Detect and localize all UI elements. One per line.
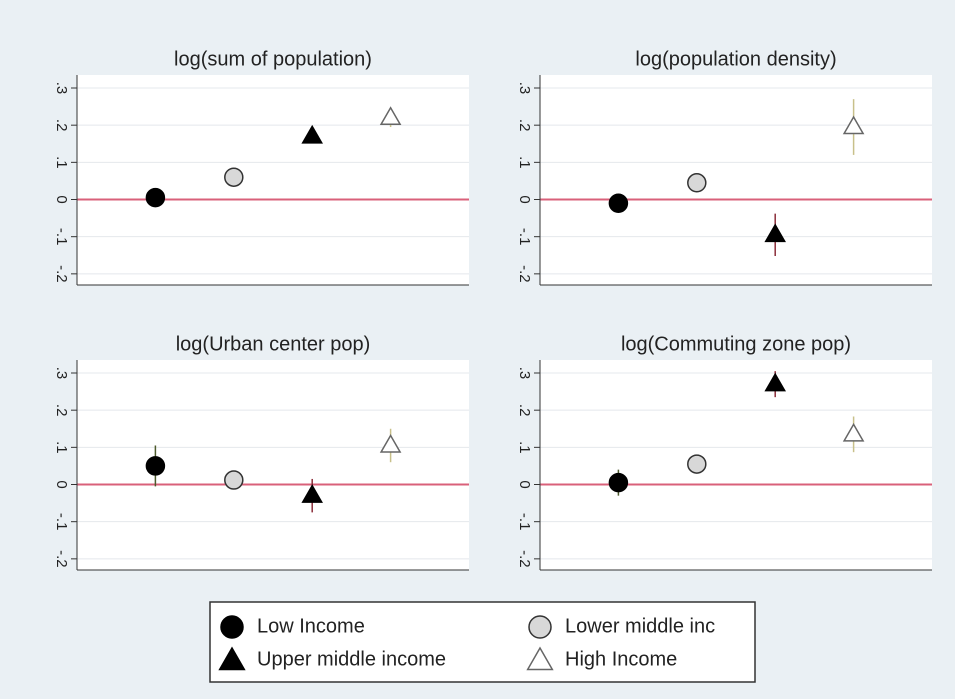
- y-tick-label: .2: [516, 119, 533, 132]
- y-tick-label: .3: [53, 367, 70, 380]
- panel-title: log(Commuting zone pop): [621, 333, 851, 355]
- point: [608, 193, 629, 213]
- legend-label: Lower middle inc: [565, 615, 715, 637]
- y-tick-label: 0: [516, 195, 533, 203]
- y-tick-label: .3: [516, 367, 533, 380]
- y-tick-label: 0: [53, 195, 70, 203]
- point: [224, 167, 244, 187]
- plot-area: [77, 75, 469, 285]
- panel-title: log(Urban center pop): [176, 333, 371, 355]
- point: [145, 187, 166, 208]
- legend-marker: [220, 615, 244, 639]
- legend-label: Low Income: [257, 615, 365, 637]
- y-tick-label: .1: [516, 441, 533, 454]
- point: [687, 173, 707, 193]
- y-tick-label: .2: [53, 404, 70, 417]
- legend-marker: [528, 615, 552, 639]
- point: [301, 484, 323, 503]
- y-tick-label: -.2: [516, 265, 533, 283]
- y-tick-label: -.2: [516, 550, 533, 568]
- point: [842, 115, 865, 135]
- point: [687, 454, 707, 474]
- plot-area: [540, 360, 932, 570]
- y-tick-label: .3: [53, 82, 70, 95]
- panel-title: log(population density): [635, 48, 836, 70]
- y-tick-label: .2: [53, 119, 70, 132]
- panel-title: log(sum of population): [174, 48, 372, 70]
- y-tick-label: 0: [53, 480, 70, 488]
- point: [301, 124, 323, 144]
- point: [224, 470, 244, 490]
- y-tick-label: -.2: [53, 550, 70, 568]
- y-tick-label: 0: [516, 480, 533, 488]
- point: [608, 472, 629, 493]
- legend-box: [209, 601, 756, 683]
- plot-area: [540, 75, 932, 285]
- y-tick-label: -.1: [53, 513, 70, 531]
- point: [145, 456, 166, 476]
- y-tick-label: .3: [516, 82, 533, 95]
- plot-area: [77, 360, 469, 570]
- y-tick-label: .2: [516, 404, 533, 417]
- y-tick-label: .1: [516, 156, 533, 169]
- point: [379, 433, 402, 453]
- y-tick-label: -.1: [516, 513, 533, 531]
- legend-label: High Income: [565, 648, 677, 670]
- point: [379, 106, 402, 125]
- y-tick-label: .1: [53, 441, 70, 454]
- point: [764, 223, 786, 243]
- point: [764, 372, 786, 392]
- y-tick-label: -.1: [53, 228, 70, 246]
- legend-marker: [218, 646, 246, 671]
- legend-label: Upper middle income: [257, 648, 446, 670]
- y-tick-label: .1: [53, 156, 70, 169]
- y-tick-label: -.2: [53, 265, 70, 283]
- point: [842, 422, 865, 442]
- legend-marker: [526, 646, 554, 671]
- y-tick-label: -.1: [516, 228, 533, 246]
